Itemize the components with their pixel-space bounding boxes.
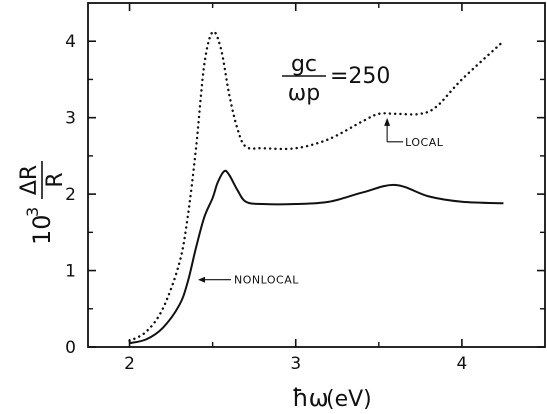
annotation-arrow-head [384, 117, 391, 126]
series-layer [128, 30, 505, 345]
y-label-denominator: R [43, 172, 68, 187]
plot-frame [87, 2, 546, 348]
annotation-layer: NONLOCAL LOCAL [198, 117, 444, 287]
series-line-local [128, 30, 505, 343]
x-axis-label: ħω (eV) [292, 384, 372, 412]
annotation-arrow-head [198, 276, 206, 283]
x-tick-label: 2 [124, 354, 135, 374]
y-tick-label: 3 [65, 109, 76, 129]
y-label-exponent: 3 [23, 207, 42, 217]
parameter-numerator: gc [291, 52, 317, 77]
annotation-label: LOCAL [405, 136, 444, 149]
axes [87, 2, 546, 348]
annotation-label: NONLOCAL [234, 274, 299, 287]
y-tick-label: 2 [65, 185, 76, 205]
parameter-value: =250 [330, 64, 390, 89]
y-tick-label: 1 [65, 262, 76, 282]
y-axis-label: 10 3 ΔR R [17, 161, 68, 245]
x-tick-label: 3 [290, 354, 301, 374]
x-label-unit: (eV) [326, 387, 372, 412]
series-line-nonlocal [129, 169, 504, 345]
x-tick-label: 4 [456, 354, 467, 374]
y-tick-label: 0 [65, 338, 76, 358]
y-tick-label: 4 [65, 32, 76, 52]
parameter-label: gc ωp =250 [282, 52, 390, 106]
parameter-denominator: ωp [288, 81, 320, 106]
x-label-symbol: ħω [292, 384, 329, 412]
y-label-numerator: ΔR [17, 165, 42, 195]
ticks: 2 3 4 0 1 2 3 4 [65, 3, 545, 374]
y-label-prefix: 10 [28, 214, 56, 245]
